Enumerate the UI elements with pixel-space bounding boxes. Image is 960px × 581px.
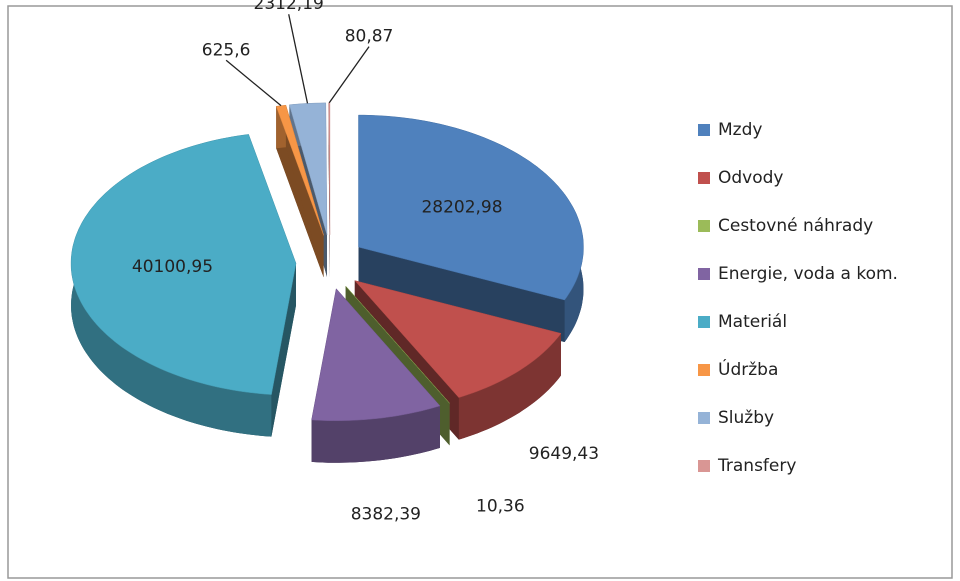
data-label: 80,87 [345, 27, 394, 47]
labels: 28202,98 9649,43 10,36 8382,39 40100,95 625,6… [132, 0, 599, 524]
slice-outer-wall [311, 405, 440, 463]
data-label: 9649,43 [529, 444, 599, 464]
slice-radial-wall [271, 263, 296, 437]
legend-label: Transfery [717, 456, 796, 476]
legend-swatch [698, 460, 710, 472]
legend-swatch [698, 316, 710, 328]
data-label: 40100,95 [132, 257, 213, 277]
data-label: 625,6 [202, 40, 251, 60]
data-label: 2312,19 [254, 0, 324, 14]
legend-label: Materiál [718, 312, 787, 332]
slice [275, 104, 324, 236]
slice [354, 280, 562, 398]
legend-swatch [698, 412, 710, 424]
legend-label: Mzdy [718, 120, 762, 140]
leader-line [225, 59, 282, 107]
legend-swatch [698, 172, 710, 184]
legend-swatch [698, 364, 710, 376]
slice [311, 288, 441, 421]
leader-line [328, 46, 370, 104]
slice [70, 134, 297, 395]
data-label: 10,36 [476, 497, 525, 517]
slice [345, 285, 451, 404]
legend-label: Údržba [718, 358, 778, 380]
legend-swatch [698, 124, 710, 136]
legend: Mzdy Odvody Cestovné náhrady Energie, voda … [698, 120, 898, 476]
leader-line [288, 14, 309, 104]
slice [358, 114, 584, 301]
slice-radial-wall [358, 247, 565, 342]
slice-outer-wall [458, 333, 561, 440]
data-label: 8382,39 [351, 504, 421, 524]
data-label: 28202,98 [421, 197, 502, 217]
legend-label: Služby [718, 408, 774, 428]
legend-label: Energie, voda a kom. [718, 264, 898, 284]
legend-label: Odvody [718, 168, 784, 188]
legend-label: Cestovné náhrady [718, 216, 873, 236]
pie [70, 102, 584, 463]
legend-swatch [698, 268, 710, 280]
legend-swatch [698, 220, 710, 232]
